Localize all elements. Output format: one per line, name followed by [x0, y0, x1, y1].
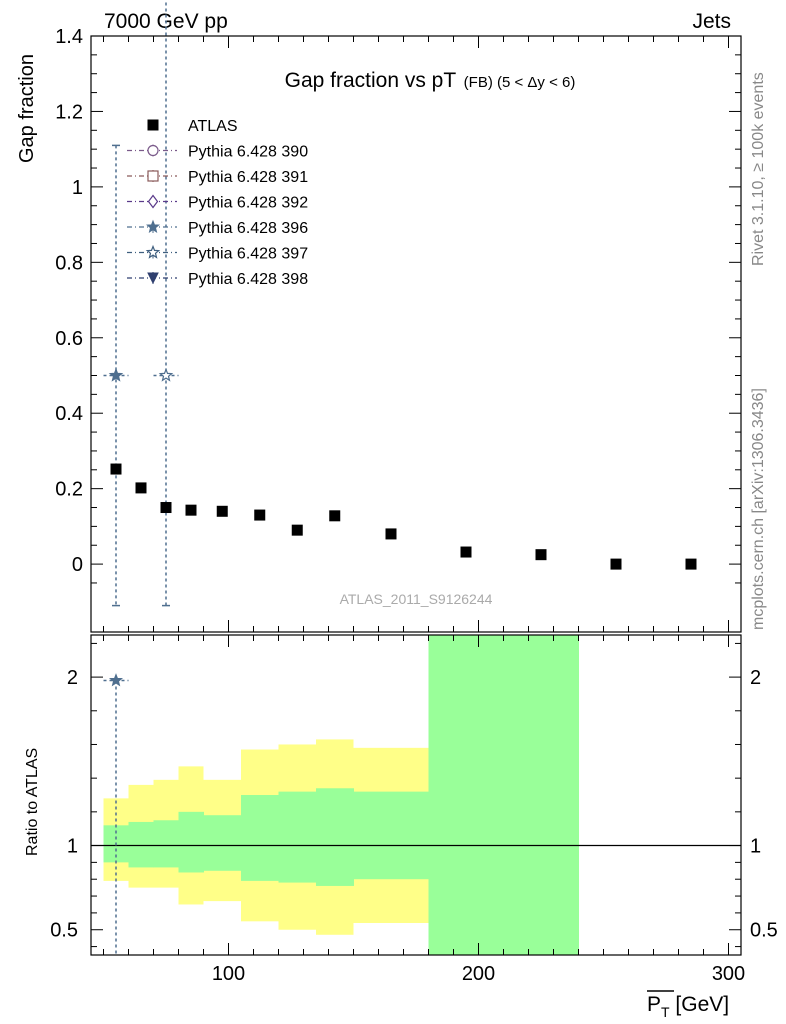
x-axis-label: PT [GeV] — [647, 990, 729, 1020]
atlas-data-point — [135, 482, 147, 494]
legend-marker — [147, 119, 159, 131]
x-tick-label: 200 — [462, 963, 495, 985]
uncertainty-band-inner — [241, 795, 279, 881]
main-panel: Gap fraction vs pT (FB) (5 < Δy < 6) ATL… — [16, 0, 742, 633]
legend-entry: Pythia 6.428 392 — [127, 194, 308, 212]
main-title: Gap fraction vs pT (FB) (5 < Δy < 6) — [285, 69, 576, 92]
atlas-data-point — [254, 509, 266, 521]
atlas-data-point — [610, 558, 622, 570]
y-tick-label: 0.5 — [50, 920, 78, 942]
legend-label: ATLAS — [188, 118, 238, 135]
x-tick-label: 300 — [712, 963, 745, 985]
atlas-data-point — [291, 524, 303, 536]
atlas-data-point — [329, 510, 341, 522]
atlas-data-point — [535, 549, 547, 561]
legend-marker — [145, 244, 161, 259]
x-tick-label: 100 — [212, 963, 245, 985]
uncertainty-band-inner — [153, 820, 179, 868]
legend-marker — [147, 170, 159, 182]
uncertainty-band-inner — [128, 821, 154, 868]
atlas-data-point — [216, 505, 228, 517]
uncertainty-band-inner — [316, 788, 354, 886]
y-tick-label-right: 1 — [750, 836, 761, 858]
y-tick-label: 0.2 — [55, 479, 83, 501]
legend-entry: Pythia 6.428 391 — [127, 169, 308, 186]
legend-entry: Pythia 6.428 390 — [127, 144, 308, 161]
legend-label: Pythia 6.428 391 — [188, 169, 308, 186]
legend-entry: Pythia 6.428 398 — [127, 271, 308, 288]
atlas-data-point — [460, 546, 472, 558]
main-y-axis-label: Gap fraction — [16, 54, 38, 163]
uncertainty-band-inner — [278, 791, 317, 883]
atlas-data-point — [385, 528, 397, 540]
y-tick-label: 1 — [67, 836, 78, 858]
x-axis-label-text: PT [GeV] — [647, 993, 729, 1020]
legend-label: Pythia 6.428 396 — [188, 220, 308, 237]
y-tick-label: 0.8 — [55, 252, 83, 274]
header-right: Jets — [692, 10, 731, 33]
legend-marker — [147, 194, 159, 209]
mc-point — [158, 367, 174, 382]
y-tick-label-right: 0.5 — [750, 920, 778, 942]
mc-point — [109, 673, 123, 687]
y-tick-label: 1 — [72, 177, 83, 199]
legend-label: Pythia 6.428 398 — [188, 271, 308, 288]
legend-entry: Pythia 6.428 396 — [127, 219, 308, 237]
legend-label: Pythia 6.428 390 — [188, 144, 308, 161]
legend-label: Pythia 6.428 392 — [188, 195, 308, 212]
atlas-data-point — [160, 502, 172, 514]
uncertainty-band-inner — [178, 811, 204, 873]
legend-entry: Pythia 6.428 397 — [127, 244, 308, 263]
mc-point — [108, 367, 124, 382]
y-tick-label: 1.2 — [55, 101, 83, 123]
atlas-data-point — [185, 504, 197, 516]
uncertainty-band-inner — [353, 791, 429, 880]
legend-marker — [147, 272, 159, 285]
y-tick-label: 2 — [67, 667, 78, 689]
y-tick-label: 1.4 — [55, 26, 83, 48]
legend-label: Pythia 6.428 397 — [188, 246, 308, 263]
y-tick-label: 0.6 — [55, 328, 83, 350]
y-tick-label: 0 — [72, 554, 83, 576]
ratio-y-axis-label: Ratio to ATLAS — [24, 748, 41, 856]
legend-marker — [147, 144, 159, 157]
watermark-label: ATLAS_2011_S9126244 — [340, 591, 493, 607]
uncertainty-band-inner — [203, 815, 242, 871]
ratio-plot-frame — [90, 634, 742, 956]
uncertainty-band-inner — [428, 635, 504, 955]
y-tick-label: 0.4 — [55, 403, 83, 425]
y-tick-label-right: 2 — [750, 667, 761, 689]
legend-entry: ATLAS — [147, 118, 238, 135]
main-title-text: Gap fraction vs pT — [285, 69, 457, 92]
rivet-version-label: Rivet 3.1.10, ≥ 100k events — [750, 72, 767, 266]
legend-marker — [146, 219, 160, 234]
main-title-suffix: (FB) (5 < Δy < 6) — [464, 74, 576, 91]
mcplots-reference-label: mcplots.cern.ch [arXiv:1306.3436] — [750, 388, 767, 630]
uncertainty-band-inner — [503, 635, 579, 955]
atlas-data-point — [685, 558, 697, 570]
atlas-data-point — [110, 463, 122, 475]
main-plot-frame — [90, 35, 742, 633]
